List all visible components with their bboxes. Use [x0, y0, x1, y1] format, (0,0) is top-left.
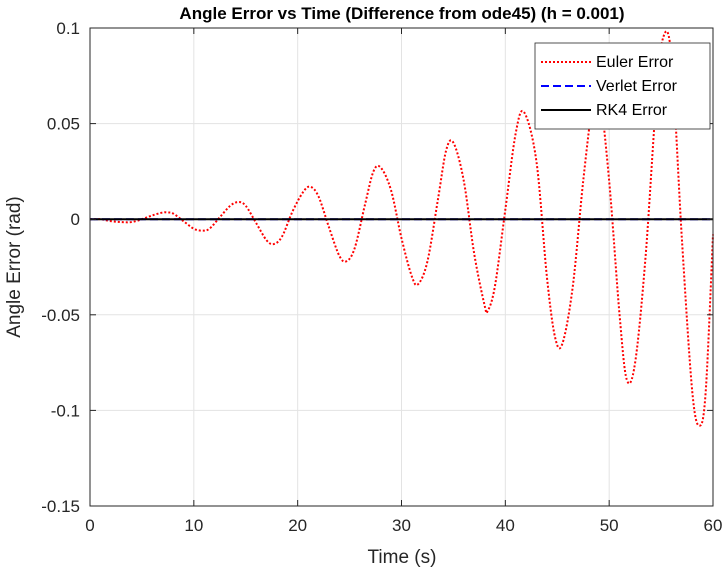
y-axis-label: Angle Error (rad) [4, 196, 25, 338]
series-layer [89, 30, 714, 427]
x-tick-label: 40 [496, 516, 515, 535]
y-tick-label: -0.1 [51, 401, 80, 420]
x-tick-label: 20 [288, 516, 307, 535]
x-axis-label: Time (s) [368, 547, 437, 568]
legend-box [534, 42, 711, 130]
x-tick-label: 10 [184, 516, 203, 535]
y-tick-label: 0.05 [47, 115, 80, 134]
chart-title: Angle Error vs Time (Difference from ode… [179, 4, 624, 23]
x-tick-label: 50 [600, 516, 619, 535]
legend-label-verlet: Verlet Error [596, 78, 678, 95]
x-tick-label: 60 [704, 516, 723, 535]
x-tick-label: 0 [85, 516, 94, 535]
y-tick-label: 0 [71, 210, 80, 229]
legend: Euler Error Verlet Error RK4 Error [534, 42, 711, 130]
series-line-0 [89, 30, 714, 427]
legend-label-euler: Euler Error [596, 54, 674, 71]
y-tick-label: 0.1 [56, 19, 80, 38]
y-tick-label: -0.15 [41, 497, 80, 516]
legend-label-rk4: RK4 Error [596, 102, 668, 119]
tick-layer: 0 10 20 30 40 50 60 -0.15 -0.1 -0.05 0 0.05 0.1 [41, 19, 722, 535]
x-tick-label: 30 [392, 516, 411, 535]
y-tick-label: -0.05 [41, 306, 80, 325]
